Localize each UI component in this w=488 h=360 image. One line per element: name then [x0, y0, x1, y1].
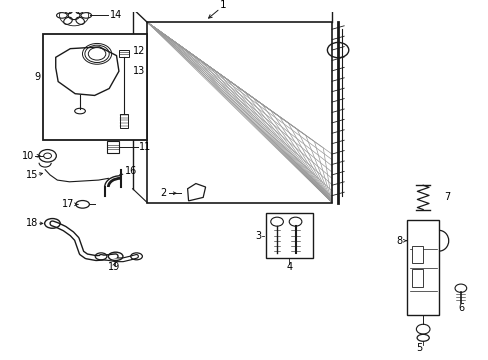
- Text: 3: 3: [255, 230, 261, 240]
- Bar: [411, 246, 422, 263]
- Text: 12: 12: [133, 46, 145, 56]
- Bar: [42, 35, 147, 140]
- Text: 18: 18: [25, 219, 38, 228]
- Bar: [407, 220, 438, 315]
- Text: 14: 14: [109, 10, 122, 21]
- Bar: [147, 22, 331, 203]
- Text: 13: 13: [133, 66, 145, 76]
- Text: 9: 9: [34, 72, 40, 82]
- Text: 16: 16: [125, 166, 137, 176]
- Bar: [119, 50, 129, 57]
- Text: 19: 19: [108, 262, 121, 272]
- Text: 4: 4: [286, 262, 292, 272]
- Text: 1: 1: [220, 0, 226, 10]
- Text: 2: 2: [160, 188, 166, 198]
- Text: 7: 7: [443, 192, 449, 202]
- Bar: [147, 22, 331, 203]
- Bar: [107, 141, 119, 153]
- Text: 11: 11: [139, 142, 151, 152]
- Bar: [411, 269, 422, 287]
- Bar: [120, 114, 128, 128]
- Text: 15: 15: [25, 170, 38, 180]
- Text: 8: 8: [396, 236, 402, 246]
- Text: 17: 17: [62, 199, 74, 209]
- Text: 6: 6: [458, 303, 464, 313]
- Text: 10: 10: [22, 151, 34, 161]
- Text: 5: 5: [415, 343, 422, 353]
- Bar: [266, 213, 312, 258]
